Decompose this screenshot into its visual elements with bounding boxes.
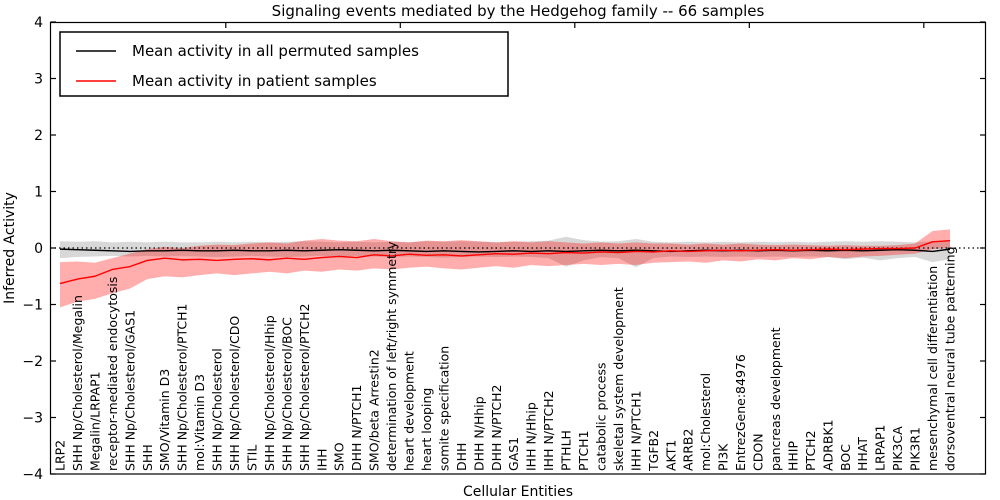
patient-band: [60, 229, 950, 308]
x-category-label: IHH: [314, 449, 329, 472]
y-tick-label: −3: [22, 411, 43, 427]
x-category-label: SHH Np/Cholesterol/Megalin: [70, 295, 85, 471]
x-category-label: mol:Vitamin D3: [192, 374, 207, 471]
x-category-label: SHH Np/Cholesterol/BOC: [279, 317, 294, 471]
x-category-label: SMO/Vitamin D3: [157, 369, 172, 471]
x-category-label: PIK3R1: [908, 427, 923, 471]
x-category-label: SMO/beta Arrestin2: [367, 349, 382, 471]
x-category-label: PTCH2: [803, 430, 818, 471]
x-category-label: mesenchymal cell differentiation: [925, 266, 940, 471]
legend-patient-label: Mean activity in patient samples: [132, 72, 377, 90]
x-category-label: skeletal system development: [611, 287, 626, 471]
x-category-label: SHH Np/Cholesterol/PTCH2: [297, 304, 312, 472]
x-category-label: DHH N/PTCH1: [349, 385, 364, 471]
x-category-label: IHH N/PTCH1: [628, 390, 643, 471]
x-category-label: TGFB2: [646, 430, 661, 472]
axes-frame: [49, 21, 987, 475]
y-tick-label: 4: [34, 15, 43, 31]
x-category-label: LRPAP1: [873, 425, 888, 471]
y-tick-label: −4: [22, 467, 43, 483]
y-tick-label: 0: [34, 241, 43, 257]
y-axis-label: Inferred Activity: [2, 192, 18, 304]
y-tick-label: 1: [34, 185, 43, 201]
x-category-label: PTCH1: [576, 430, 591, 471]
x-category-label: pancreas development: [768, 327, 783, 471]
x-category-label: DHH: [454, 443, 469, 471]
x-category-label: somite specification: [436, 346, 451, 471]
x-category-label: PIK3CA: [890, 426, 905, 471]
x-category-label: CDON: [751, 433, 766, 471]
x-category-label: PTHLH: [559, 430, 574, 471]
x-category-label: SHH Np/Cholesterol/CDO: [227, 316, 242, 471]
x-category-label: IHH N/PTCH2: [541, 390, 556, 471]
x-category-label: dorsoventral neural tube patterning: [943, 247, 958, 472]
chart-title: Signaling events mediated by the Hedgeho…: [272, 2, 765, 20]
x-category-label: EntrezGene:84976: [733, 354, 748, 471]
x-category-label: GAS1: [506, 437, 521, 471]
x-category-label: SHH Np/Cholesterol: [210, 348, 225, 471]
x-category-label: AKT1: [663, 440, 678, 471]
permuted-band: [60, 236, 950, 268]
x-category-label: HHIP: [785, 441, 800, 471]
x-category-label: PI3K: [716, 443, 731, 471]
x-category-label: BOC: [838, 444, 853, 471]
y-tick-label: 2: [34, 128, 43, 144]
x-category-label: receptor-mediated endocytosis: [105, 277, 120, 471]
plot-area: −4 −3 −2 −1 0 1 2 3 4 LRP2 SHH Np/Cholesterol/Mega…: [22, 15, 986, 483]
x-category-label: SHH: [140, 444, 155, 471]
y-tick-label: −1: [22, 298, 43, 314]
x-category-label: heart development: [402, 351, 417, 471]
x-category-label: LRP2: [53, 440, 68, 471]
x-category-label: SHH Np/Cholesterol/PTCH1: [175, 304, 190, 472]
x-category-label: ADRBK1: [820, 419, 835, 471]
x-category-label: SHH Np/Cholesterol/GAS1: [122, 310, 137, 471]
x-category-label: catabolic process: [593, 362, 608, 471]
x-category-label: HHAT: [855, 437, 870, 471]
x-category-label: ARRB2: [681, 429, 696, 471]
x-category-label: Megalin/LRPAP1: [87, 371, 102, 471]
x-category-label: determination of left/right symmetry: [384, 241, 399, 471]
legend-box: [59, 31, 509, 97]
y-tick-label: −2: [22, 354, 43, 370]
legend-permuted-label: Mean activity in all permuted samples: [132, 42, 419, 60]
x-category-label: mol:Cholesterol: [698, 373, 713, 471]
x-axis-label: Cellular Entities: [463, 484, 573, 500]
x-category-label: SHH Np/Cholesterol/Hhip: [262, 315, 277, 471]
patient-mean-line: [59, 239, 951, 285]
x-category-label: IHH N/Hhip: [524, 402, 539, 471]
x-category-label: DHH N/Hhip: [471, 396, 486, 471]
x-category-label: heart looping: [419, 388, 434, 471]
x-category-label: SMO: [332, 442, 347, 471]
x-category-label: STIL: [244, 445, 259, 471]
x-category-label: DHH N/PTCH2: [489, 385, 504, 471]
y-tick-label: 3: [34, 72, 43, 88]
legend: Mean activity in all permuted samples Me…: [59, 31, 509, 97]
